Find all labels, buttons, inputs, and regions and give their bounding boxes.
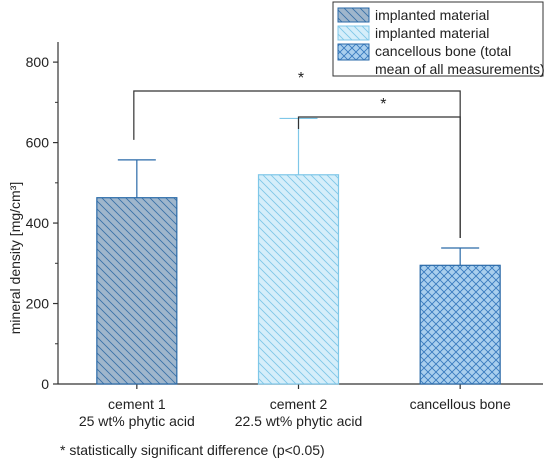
significance-star-0: * xyxy=(298,70,304,87)
significance-star-1: * xyxy=(380,96,386,113)
bar-2 xyxy=(419,264,501,385)
x-tick-label-1-0: cement 2 xyxy=(270,396,328,412)
legend-swatch-2 xyxy=(337,43,370,61)
legend-swatch-0 xyxy=(337,7,370,23)
y-axis-title: mineral density [mg/cm³] xyxy=(7,182,23,334)
x-tick-label-2-0: cancellous bone xyxy=(410,396,511,412)
footnote: * statistically significant difference (… xyxy=(60,442,325,458)
bar-1 xyxy=(257,174,340,385)
x-tick-label-0-0: cement 1 xyxy=(108,396,166,412)
significance-bracket-1 xyxy=(297,116,461,239)
legend-label-1-0: implanted material xyxy=(375,25,489,41)
y-tick-label-800: 800 xyxy=(26,54,50,70)
legend-label-2-1: mean of all measurements) xyxy=(375,61,545,77)
y-tick-label-400: 400 xyxy=(26,215,50,231)
y-tick-label-600: 600 xyxy=(26,135,50,151)
legend-label-2-0: cancellous bone (total xyxy=(375,43,511,59)
y-tick-label-0: 0 xyxy=(41,376,49,392)
y-tick-label-200: 200 xyxy=(26,296,50,312)
x-tick-label-1-1: 22.5 wt% phytic acid xyxy=(235,413,363,429)
legend-label-0-0: implanted material xyxy=(375,7,489,23)
legend-swatch-1 xyxy=(337,25,370,41)
bar-0 xyxy=(96,197,178,385)
x-tick-label-0-1: 25 wt% phytic acid xyxy=(79,413,195,429)
